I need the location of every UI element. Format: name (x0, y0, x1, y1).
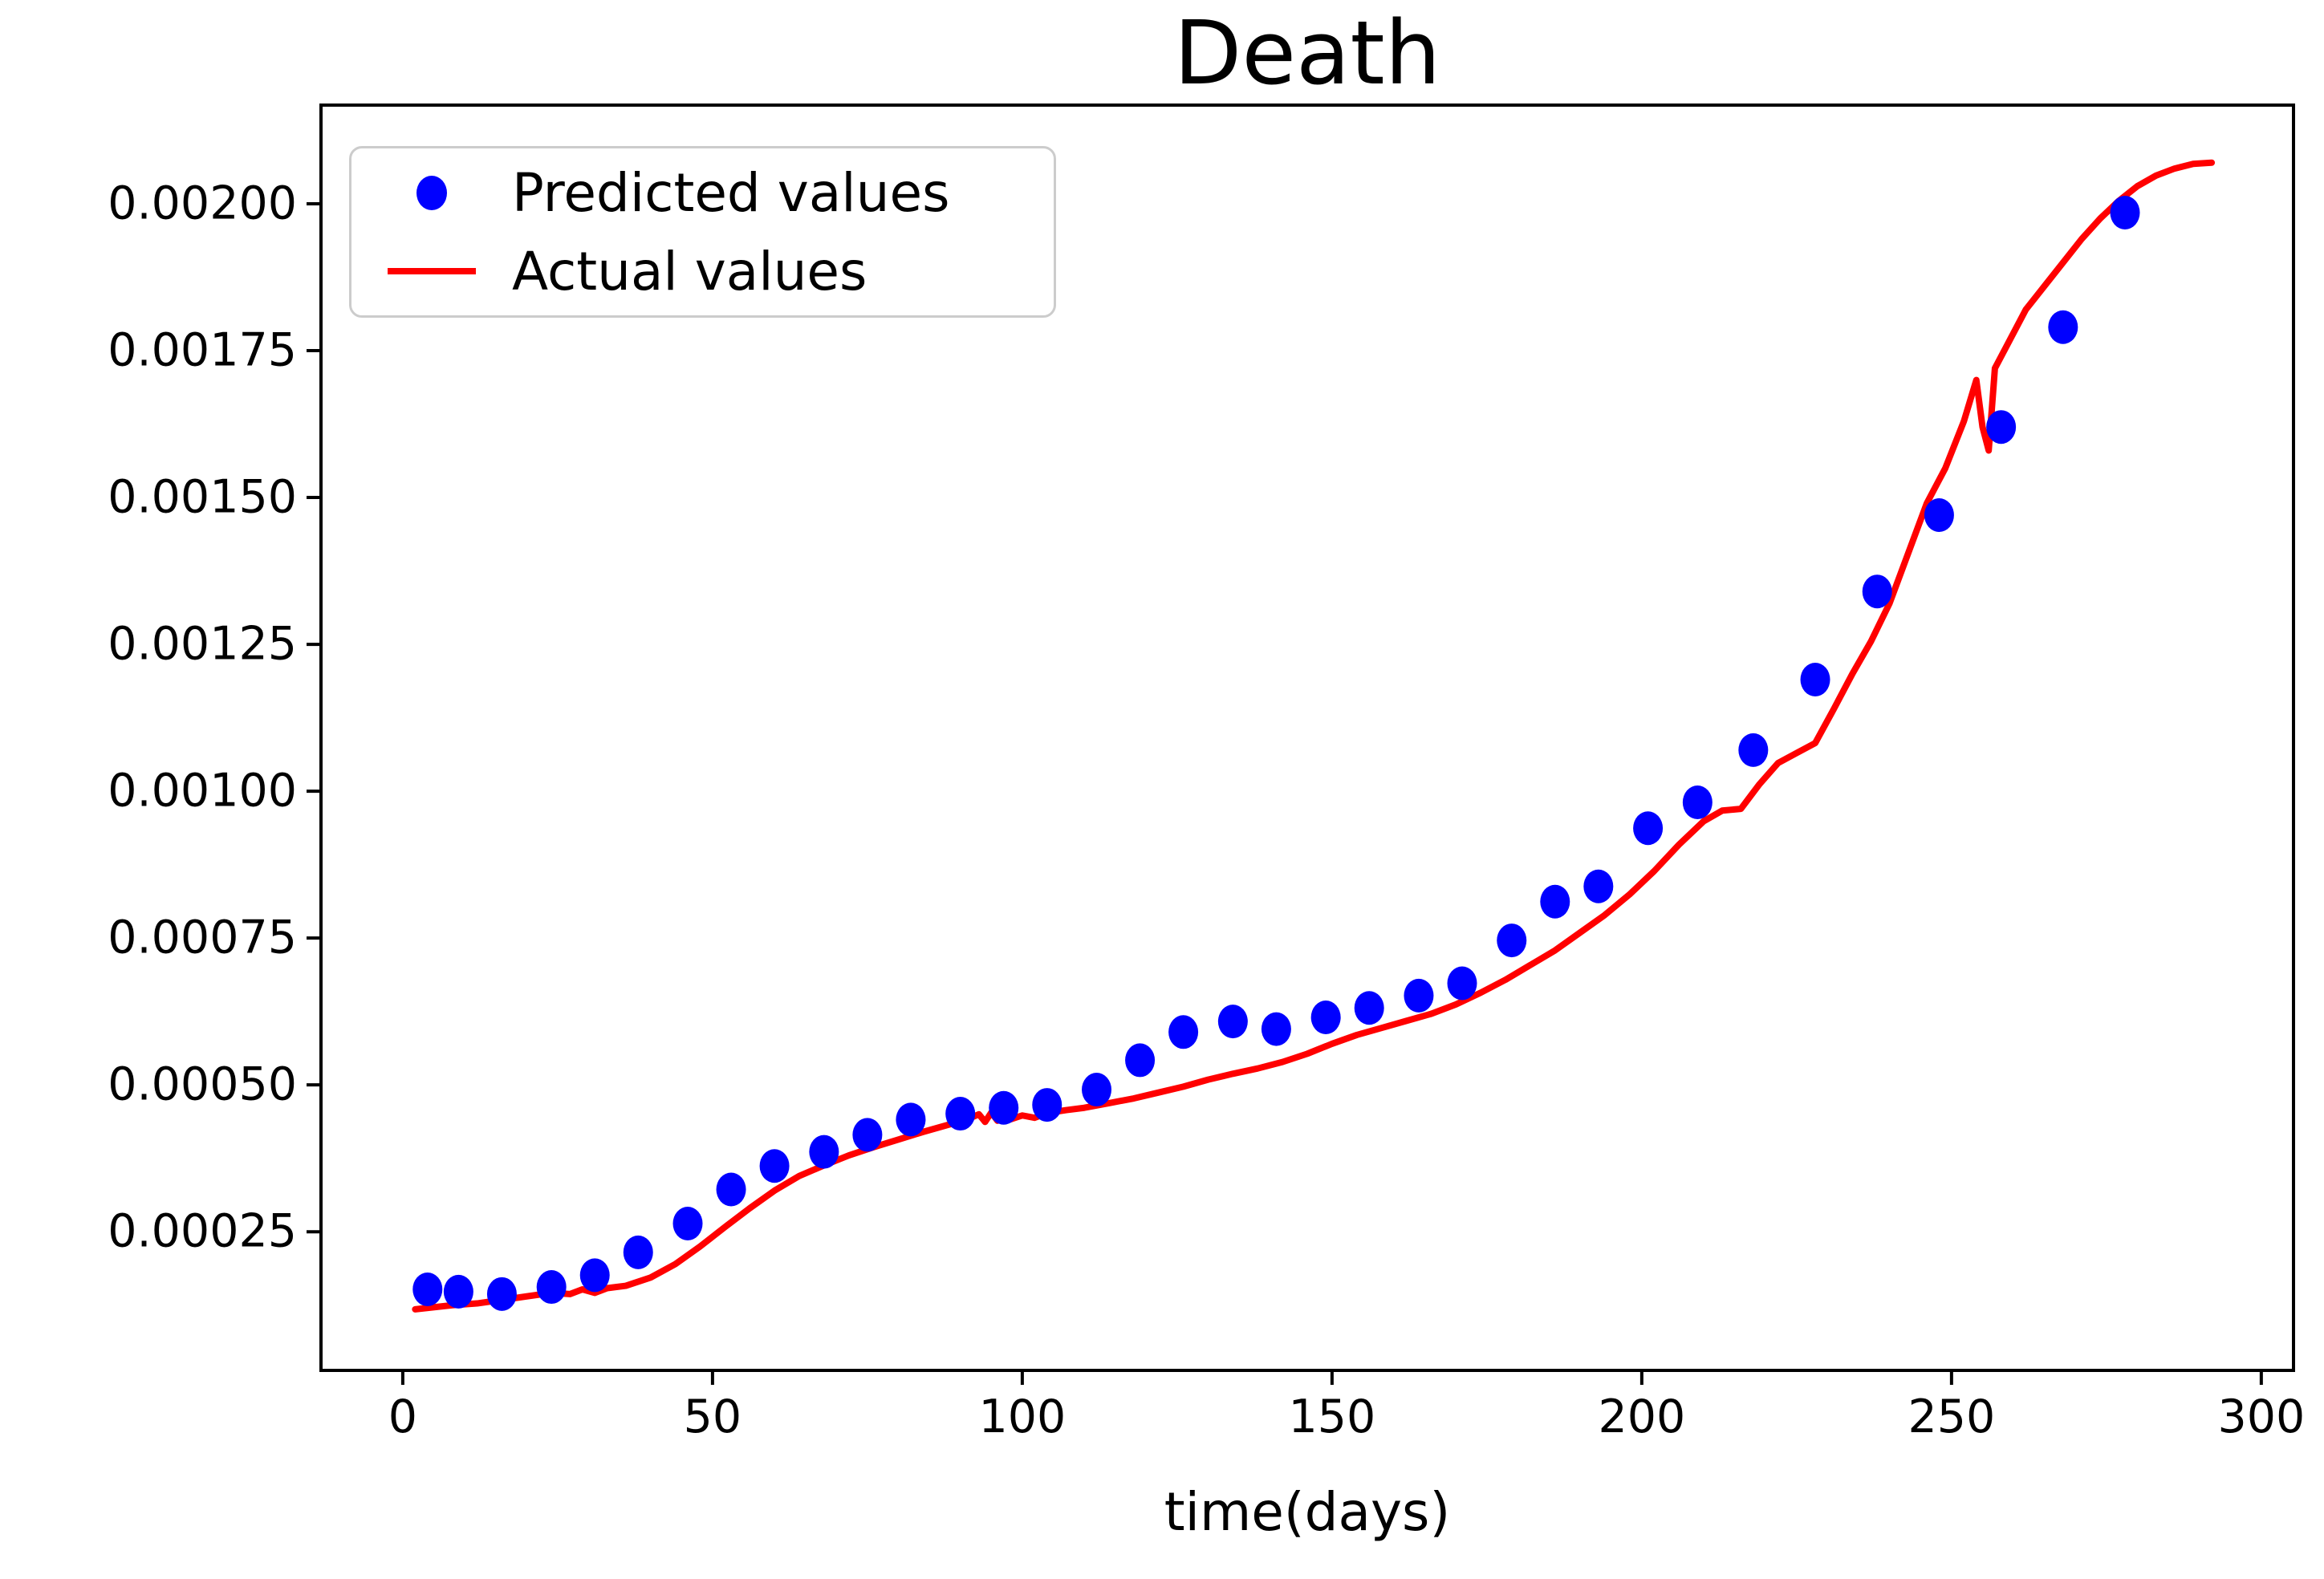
predicted-value-dot (1682, 785, 1713, 820)
predicted-value-dot (443, 1274, 473, 1309)
y-tick-label: 0.00075 (108, 911, 297, 964)
y-tick-label: 0.00175 (108, 323, 297, 377)
y-tick-label: 0.00125 (108, 617, 297, 671)
predicted-value-dot (412, 1272, 443, 1306)
predicted-value-dot (989, 1090, 1019, 1125)
predicted-value-dot (896, 1102, 926, 1137)
predicted-value-dot (1125, 1043, 1156, 1078)
predicted-value-dot (1168, 1015, 1199, 1049)
predicted-value-dot (1986, 410, 2017, 444)
chart-title: Death (1173, 2, 1441, 104)
legend-row-predicted: Predicted values (351, 160, 1054, 225)
predicted-value-dot (579, 1258, 610, 1293)
predicted-value-dot (716, 1172, 746, 1207)
legend-marker-cell (351, 268, 512, 274)
predicted-value-dot (1261, 1012, 1291, 1046)
actual-values-line (412, 159, 2216, 1313)
actual-line-icon (388, 268, 476, 274)
predicted-value-dot (1032, 1088, 1062, 1122)
predicted-value-dot (809, 1135, 839, 1169)
predicted-value-dot (1447, 966, 1477, 1001)
predicted-value-dot (1354, 991, 1384, 1025)
predicted-value-dot (623, 1235, 653, 1269)
predicted-value-dot (1404, 978, 1434, 1013)
predicted-value-dot (1217, 1005, 1248, 1039)
predicted-value-dot (1540, 884, 1570, 919)
predicted-value-dot (1862, 574, 1892, 609)
predicted-value-dot (1924, 498, 1954, 533)
predicted-value-dot (945, 1097, 976, 1131)
predicted-value-dot (672, 1206, 703, 1240)
predicted-value-dot (536, 1270, 567, 1305)
legend-row-actual: Actual values (351, 239, 1054, 303)
x-tick-label: 250 (1908, 1390, 1996, 1443)
y-tick-label: 0.00200 (108, 177, 297, 230)
legend-marker-cell (351, 175, 512, 210)
x-tick-label: 200 (1598, 1390, 1686, 1443)
predicted-value-dot (1082, 1073, 1112, 1107)
y-tick-label: 0.00150 (108, 470, 297, 524)
predicted-dot-icon (416, 175, 447, 210)
predicted-value-dot (759, 1149, 790, 1183)
y-tick-label: 0.00100 (108, 764, 297, 818)
predicted-value-dot (2110, 195, 2140, 229)
x-tick-label: 300 (2217, 1390, 2306, 1443)
predicted-value-dot (852, 1118, 883, 1152)
x-tick-label: 100 (978, 1390, 1067, 1443)
y-tick-label: 0.00050 (108, 1057, 297, 1111)
x-tick-label: 0 (388, 1390, 418, 1443)
predicted-value-dot (1497, 923, 1527, 958)
predicted-value-dot (1738, 733, 1769, 767)
legend: Predicted values Actual values (349, 146, 1056, 318)
legend-label-actual: Actual values (512, 240, 867, 302)
predicted-value-dot (486, 1277, 517, 1311)
x-axis-label: time(days) (1164, 1481, 1451, 1543)
x-tick-label: 150 (1288, 1390, 1376, 1443)
predicted-value-dot (1310, 1000, 1341, 1034)
axes-spines (319, 104, 2295, 1372)
predicted-value-dot (1633, 811, 1664, 846)
legend-label-predicted: Predicted values (512, 161, 950, 224)
predicted-value-dot (1583, 869, 1614, 903)
predicted-value-dot (1800, 663, 1830, 697)
x-tick-label: 50 (683, 1390, 742, 1443)
predicted-value-dot (2048, 310, 2078, 344)
y-tick-label: 0.00025 (108, 1204, 297, 1258)
